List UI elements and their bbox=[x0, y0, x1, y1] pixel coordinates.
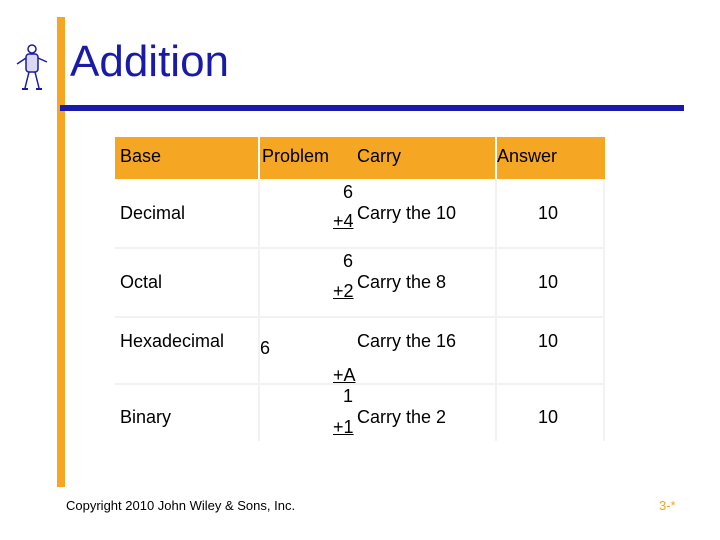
carry-text: Carry the 10 bbox=[357, 203, 457, 223]
header-divider bbox=[258, 137, 260, 179]
header-answer: Answer bbox=[497, 146, 558, 166]
answer-value: 10 bbox=[538, 272, 559, 292]
problem-top-digit: 6 bbox=[260, 338, 271, 358]
stick-figure-mascot-icon bbox=[16, 44, 48, 90]
column-divider bbox=[258, 179, 260, 441]
carry-text: Carry the 8 bbox=[357, 272, 447, 292]
problem-top-digit: 6 bbox=[343, 182, 354, 202]
row-divider bbox=[115, 247, 605, 249]
copyright-footer: Copyright 2010 John Wiley & Sons, Inc. bbox=[66, 498, 296, 513]
page-number: 3-* bbox=[659, 498, 676, 513]
problem-addend: +1 bbox=[333, 417, 354, 437]
row-divider bbox=[115, 383, 605, 385]
header-divider bbox=[495, 137, 497, 179]
carry-text: Carry the 2 bbox=[357, 407, 447, 427]
row-divider bbox=[115, 316, 605, 318]
title-underline-rule bbox=[60, 105, 684, 111]
column-divider bbox=[603, 179, 605, 441]
problem-addend: +2 bbox=[333, 281, 354, 301]
table-header-band bbox=[115, 137, 605, 179]
header-base: Base bbox=[120, 146, 162, 166]
answer-value: 10 bbox=[538, 331, 559, 351]
problem-top-digit: 1 bbox=[343, 386, 354, 406]
header-problem: Problem bbox=[262, 146, 330, 166]
problem-addend: +4 bbox=[333, 211, 354, 231]
problem-top-digit: 6 bbox=[343, 251, 354, 271]
answer-value: 10 bbox=[538, 407, 559, 427]
answer-value: 10 bbox=[538, 203, 559, 223]
header-carry: Carry bbox=[357, 146, 401, 166]
column-divider bbox=[495, 179, 497, 441]
row-base-label: Octal bbox=[120, 272, 163, 292]
carry-text: Carry the 16 bbox=[357, 331, 457, 351]
row-base-label: Binary bbox=[120, 407, 172, 427]
row-base-label: Decimal bbox=[120, 203, 186, 223]
accent-vertical-bar bbox=[57, 17, 65, 487]
page-title: Addition bbox=[70, 37, 230, 86]
problem-addend: +A bbox=[333, 365, 356, 385]
row-base-label: Hexadecimal bbox=[120, 331, 225, 351]
